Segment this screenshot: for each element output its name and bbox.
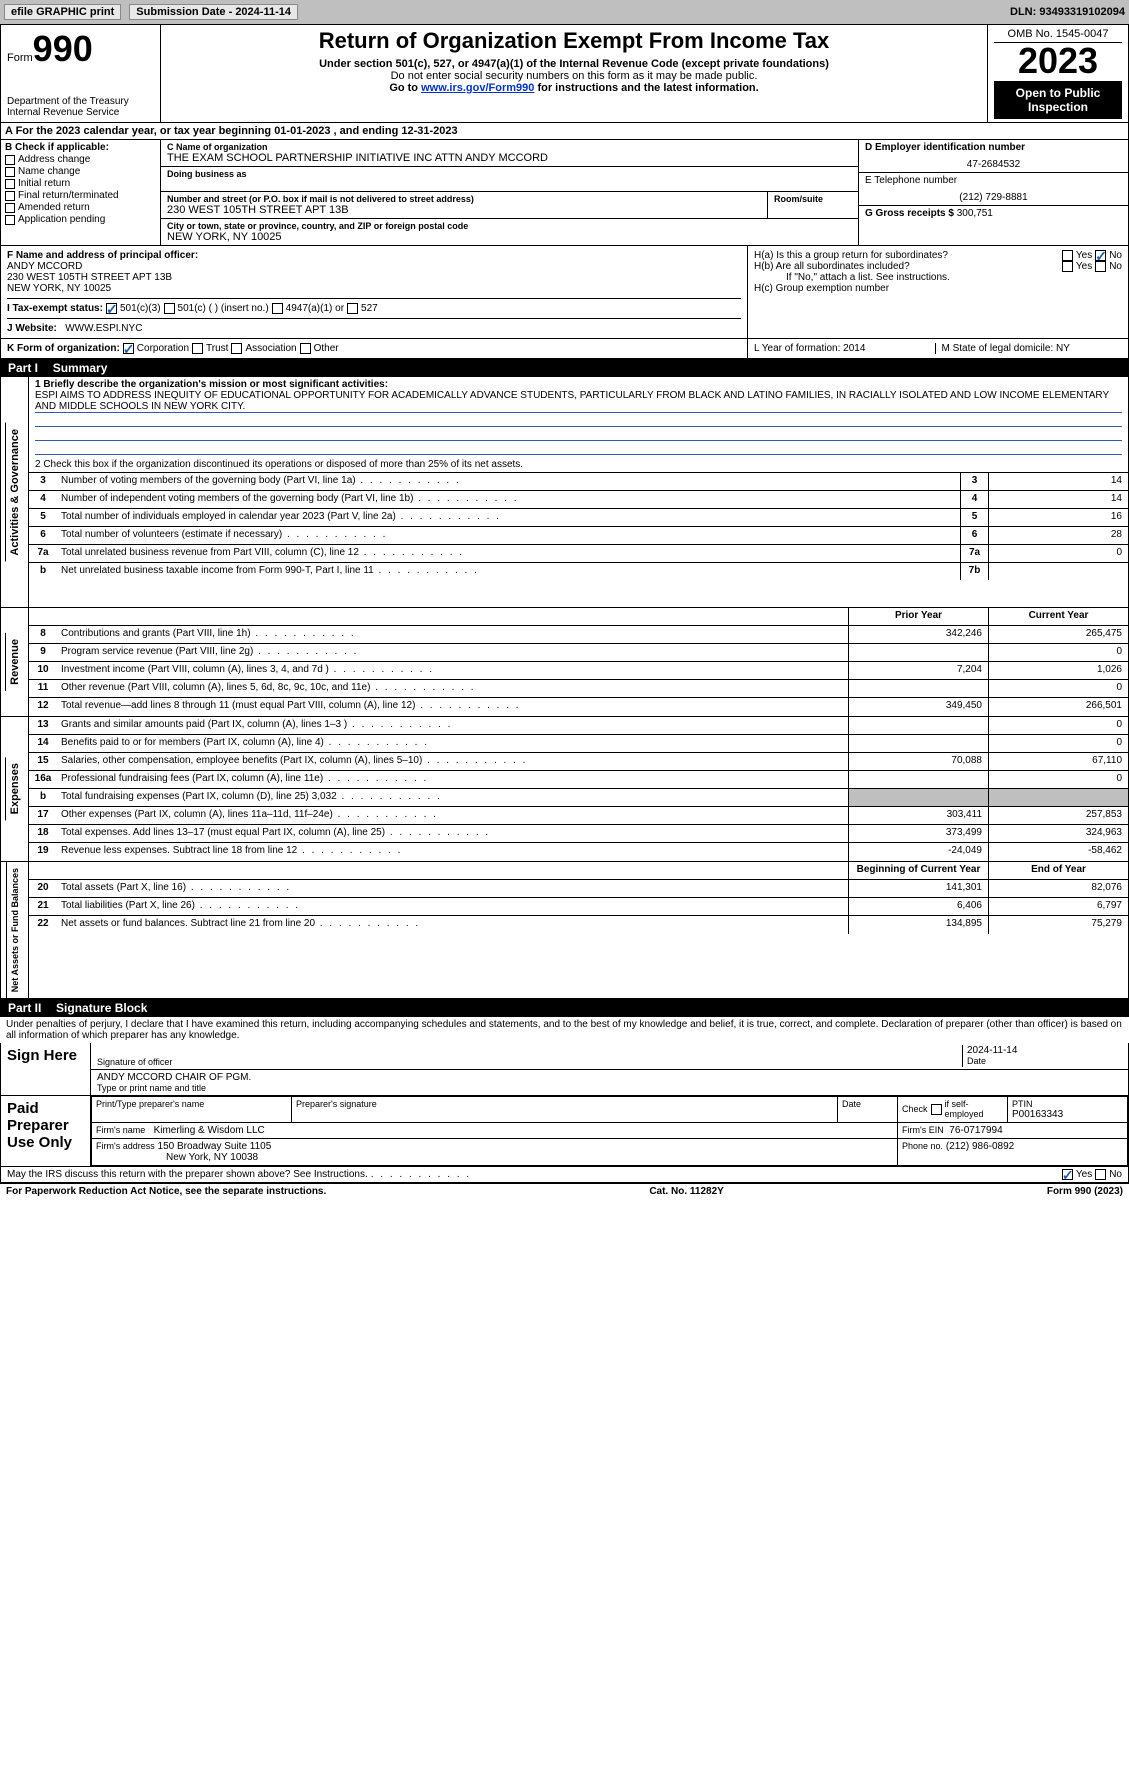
form-title: Return of Organization Exempt From Incom…	[167, 28, 981, 54]
col-b-checks: B Check if applicable: Address changeNam…	[1, 140, 161, 245]
section-a: A For the 2023 calendar year, or tax yea…	[0, 123, 1129, 140]
officer-name: ANDY MCCORD	[7, 261, 741, 272]
checkbox-501c[interactable]	[164, 303, 175, 314]
checkbox-501c3[interactable]	[106, 303, 117, 314]
checkbox-discuss-no[interactable]	[1095, 1169, 1106, 1180]
open-inspection: Open to Public Inspection	[994, 81, 1122, 119]
ein-value: 47-2684532	[865, 159, 1122, 170]
declaration-text: Under penalties of perjury, I declare th…	[0, 1017, 1129, 1043]
city-state-zip: NEW YORK, NY 10025	[167, 231, 852, 243]
dln-label: DLN: 93493319102094	[1010, 6, 1125, 18]
checkbox-b[interactable]	[5, 167, 15, 177]
value-cell: 14	[988, 491, 1128, 508]
value-cell: 14	[988, 473, 1128, 490]
checkbox-ha-yes[interactable]	[1062, 250, 1073, 261]
checkbox-discuss-yes[interactable]	[1062, 1169, 1073, 1180]
info-grid: B Check if applicable: Address changeNam…	[0, 140, 1129, 246]
col-c-org: C Name of organization THE EXAM SCHOOL P…	[161, 140, 858, 245]
form-number: Form990	[7, 28, 154, 70]
footer: For Paperwork Reduction Act Notice, see …	[0, 1183, 1129, 1199]
checkbox-hb-no[interactable]	[1095, 261, 1106, 272]
summary-rev: Revenue Prior Year Current Year 8Contrib…	[0, 608, 1129, 717]
sign-here-block: Sign Here Signature of officer 2024-11-1…	[0, 1043, 1129, 1183]
col-d-info: D Employer identification number 47-2684…	[858, 140, 1128, 245]
subtitle-1: Under section 501(c), 527, or 4947(a)(1)…	[167, 58, 981, 70]
value-cell: 0	[988, 545, 1128, 562]
state-domicile: M State of legal domicile: NY	[936, 343, 1123, 354]
value-cell: 16	[988, 509, 1128, 526]
tax-year: 2023	[994, 43, 1122, 79]
officer-name-title: ANDY MCCORD CHAIR OF PGM.	[97, 1072, 1122, 1083]
dept-label: Department of the Treasury Internal Reve…	[7, 96, 154, 118]
year-formation: L Year of formation: 2014	[754, 343, 936, 354]
preparer-table: Print/Type preparer's name Preparer's si…	[91, 1096, 1128, 1166]
checkbox-4947[interactable]	[272, 303, 283, 314]
street-address: 230 WEST 105TH STREET APT 13B	[167, 204, 761, 216]
value-cell	[988, 563, 1128, 580]
firm-name: Kimerling & Wisdom LLC	[154, 1125, 265, 1136]
checkbox-hb-yes[interactable]	[1062, 261, 1073, 272]
checkbox-corp[interactable]	[123, 343, 134, 354]
form-header: Form990 Department of the Treasury Inter…	[0, 24, 1129, 123]
checkbox-ha-no[interactable]	[1095, 250, 1106, 261]
checkbox-b[interactable]	[5, 155, 15, 165]
checkbox-self-employed[interactable]	[931, 1104, 942, 1115]
checkbox-trust[interactable]	[192, 343, 203, 354]
value-cell: 28	[988, 527, 1128, 544]
toolbar: efile GRAPHIC print Submission Date - 20…	[0, 0, 1129, 24]
checkbox-other[interactable]	[300, 343, 311, 354]
subtitle-2: Do not enter social security numbers on …	[167, 70, 981, 82]
part2-header: Part II Signature Block	[0, 999, 1129, 1017]
checkbox-b[interactable]	[5, 203, 15, 213]
section-fhijk: F Name and address of principal officer:…	[0, 246, 1129, 339]
summary-net: Net Assets or Fund Balances Beginning of…	[0, 862, 1129, 999]
mission-text: ESPI AIMS TO ADDRESS INEQUITY OF EDUCATI…	[35, 390, 1122, 413]
checkbox-b[interactable]	[5, 215, 15, 225]
part1-header: Part I Summary	[0, 359, 1129, 377]
instructions-line: Go to www.irs.gov/Form990 for instructio…	[167, 82, 981, 94]
phone-value: (212) 729-8881	[865, 192, 1122, 203]
checkbox-527[interactable]	[347, 303, 358, 314]
checkbox-b[interactable]	[5, 179, 15, 189]
gross-receipts: 300,751	[957, 208, 993, 219]
section-klm: K Form of organization: Corporation Trus…	[0, 339, 1129, 359]
org-name: THE EXAM SCHOOL PARTNERSHIP INITIATIVE I…	[167, 152, 852, 164]
checkbox-assoc[interactable]	[231, 343, 242, 354]
submission-date-button[interactable]: Submission Date - 2024-11-14	[129, 4, 298, 20]
checkbox-b[interactable]	[5, 191, 15, 201]
efile-print-button[interactable]: efile GRAPHIC print	[4, 4, 121, 20]
website-value: WWW.ESPI.NYC	[65, 323, 142, 334]
irs-link[interactable]: www.irs.gov/Form990	[421, 82, 534, 94]
summary-ag: Activities & Governance 1 Briefly descri…	[0, 377, 1129, 608]
summary-exp: Expenses 13Grants and similar amounts pa…	[0, 717, 1129, 862]
